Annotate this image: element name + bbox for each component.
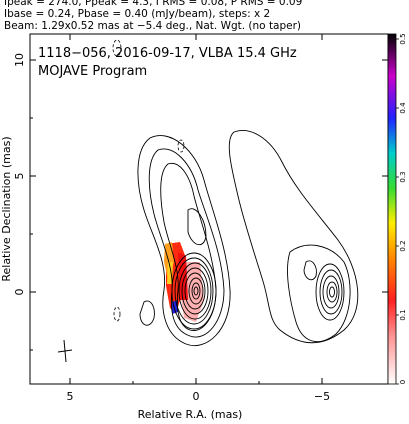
colorbar-tick-label: 0.4 (399, 102, 407, 114)
beam-marker (57, 339, 73, 363)
x-tick-label: −5 (314, 390, 330, 403)
plot-frame (29, 33, 389, 385)
plot-title: 1118−056, 2016-09-17, VLBA 15.4 GHz (38, 46, 297, 61)
colorbar-ticks (396, 38, 399, 385)
plot-subtitle: MOJAVE Program (38, 64, 147, 79)
colorbar (387, 33, 397, 385)
left-negative-contours (112, 39, 185, 322)
y-tick-label: 0 (13, 289, 26, 296)
y-tick-label: 5 (13, 173, 26, 180)
left-total-intensity-contours (137, 135, 231, 346)
axis-ticks (30, 34, 388, 384)
colorbar-tick-label: 0.2 (399, 240, 407, 251)
colorbar-tick-label: 0.1 (399, 309, 407, 320)
header-line-1: Ipeak = 274.0, Ppeak = 4.3, I RMS = 0.08… (4, 0, 303, 8)
x-tick-label: 0 (193, 390, 200, 403)
colorbar-tick-label: 0.3 (399, 171, 407, 182)
y-tick-label: 10 (13, 53, 26, 67)
header-line-3: Beam: 1.29x0.52 mas at −5.4 deg., Nat. W… (4, 20, 302, 32)
header-line-2: Ibase = 0.24, Pbase = 0.40 (mJy/beam), s… (4, 8, 271, 20)
x-tick-label: 5 (67, 390, 74, 403)
right-polarized-contours (228, 130, 359, 344)
y-axis-label: Relative Declination (mas) (0, 136, 13, 281)
colorbar-tick-label: 0 (399, 380, 407, 384)
colorbar-tick-label: 0.5 (399, 33, 407, 44)
x-axis-label: Relative R.A. (mas) (138, 408, 243, 421)
